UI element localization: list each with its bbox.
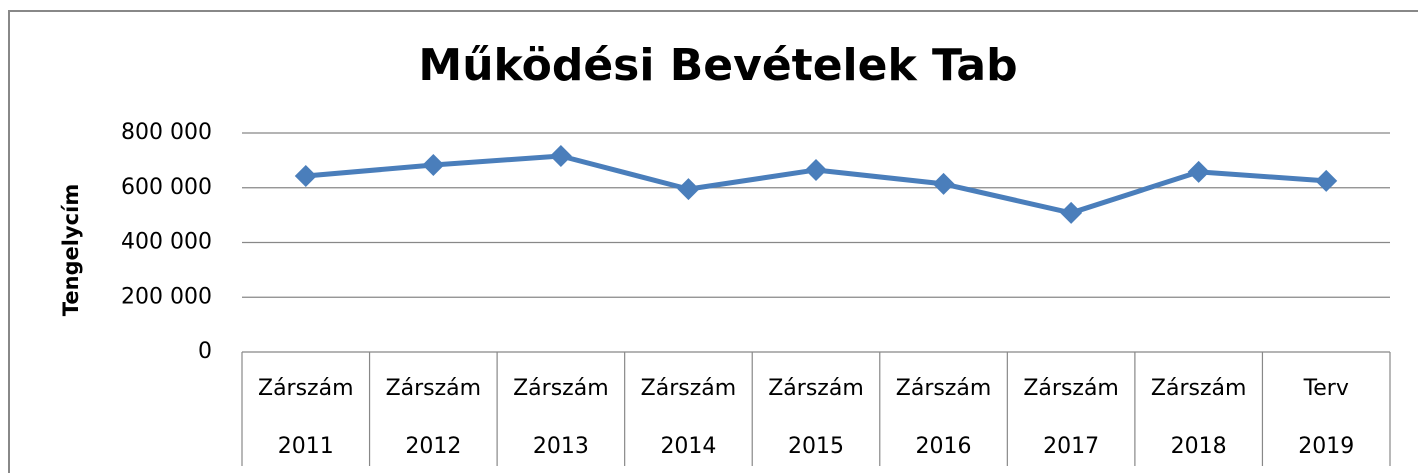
- point-marker: [1315, 169, 1338, 192]
- y-tick-label: 200 000: [121, 284, 212, 309]
- x-tick-label: Zárszám: [768, 376, 864, 401]
- x-tick-label: 2016: [916, 434, 972, 459]
- x-tick-label: 2013: [533, 434, 589, 459]
- x-tick-label: 2018: [1171, 434, 1227, 459]
- x-tick-label: Zárszám: [258, 376, 354, 401]
- point-marker: [422, 154, 445, 177]
- point-marker: [549, 144, 572, 167]
- x-tick-label: Zárszám: [513, 376, 609, 401]
- point-marker: [1060, 201, 1083, 224]
- point-marker: [1187, 160, 1210, 183]
- x-tick-label: Zárszám: [1151, 376, 1247, 401]
- y-tick-label: 0: [198, 339, 212, 364]
- x-tick-label: 2017: [1043, 434, 1099, 459]
- chart-title: Működési Bevételek Tab: [418, 40, 1017, 91]
- point-marker: [294, 164, 317, 187]
- x-tick-label: Zárszám: [641, 376, 737, 401]
- x-tick-label: Zárszám: [386, 376, 482, 401]
- x-tick-label: 2012: [405, 434, 461, 459]
- x-tick-label: 2015: [788, 434, 844, 459]
- x-tick-label: Zárszám: [896, 376, 992, 401]
- point-marker: [805, 158, 827, 181]
- y-axis-label: Tengelycím: [59, 184, 83, 316]
- x-tick-label: 2011: [278, 434, 334, 459]
- x-tick-label: 2014: [660, 434, 716, 459]
- point-marker: [932, 172, 955, 195]
- x-tick-label: Terv: [1303, 376, 1349, 401]
- y-tick-label: 400 000: [121, 230, 212, 255]
- y-tick-label: 800 000: [121, 120, 212, 145]
- y-tick-label: 600 000: [121, 175, 212, 200]
- x-tick-label: Zárszám: [1023, 376, 1119, 401]
- point-marker: [677, 178, 700, 201]
- x-tick-label: 2019: [1298, 434, 1354, 459]
